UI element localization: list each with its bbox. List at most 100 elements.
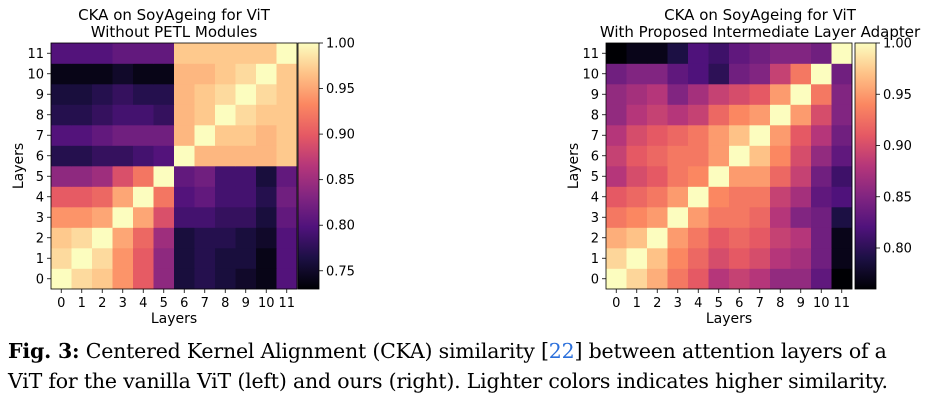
heatmap-cell [667, 84, 689, 105]
heatmap-cell [51, 63, 72, 85]
x-tick-label: 3 [674, 296, 682, 311]
heatmap-cell [133, 104, 154, 126]
heatmap-cell [92, 248, 113, 269]
heatmap-cell [71, 207, 93, 228]
heatmap-cell [770, 63, 791, 85]
heatmap-cell [51, 207, 72, 228]
plot-frame [50, 42, 298, 290]
heatmap-cell [174, 84, 195, 105]
heatmap-cell [606, 84, 627, 105]
heatmap-cell [688, 63, 709, 85]
heatmap-cell [71, 84, 93, 105]
heatmap-cell [647, 207, 668, 228]
heatmap-cell [215, 166, 236, 187]
heatmap-cell [811, 125, 832, 146]
heatmap-cell [235, 145, 257, 167]
heatmap-cell [51, 248, 72, 269]
heatmap-cell [235, 166, 257, 187]
heatmap-cell [770, 166, 791, 187]
heatmap-cell [770, 207, 791, 228]
heatmap-cell [606, 43, 627, 64]
heatmap-cell [811, 207, 832, 228]
heatmap-cell [276, 166, 298, 187]
heatmap-cell [831, 227, 853, 249]
x-tick-label: 4 [139, 296, 147, 311]
heatmap-cell [92, 125, 113, 146]
x-tick-label: 8 [221, 296, 229, 311]
heatmap-cell [112, 186, 134, 208]
caption-reference-link[interactable]: 22 [548, 339, 575, 363]
x-tick-label: 9 [242, 296, 250, 311]
y-tick-label: 1 [591, 252, 599, 267]
heatmap-cell [688, 268, 709, 290]
heatmap-cell [647, 186, 668, 208]
y-tick-label: 8 [591, 108, 599, 123]
heatmap-cell [790, 227, 812, 249]
heatmap-cell [133, 125, 154, 146]
heatmap-cell [92, 227, 113, 249]
chart-subtitle: With Proposed Intermediate Layer Adapter [600, 23, 921, 41]
x-tick-label: 2 [653, 296, 661, 311]
x-tick-label: 1 [78, 296, 86, 311]
y-tick-label: 8 [36, 108, 44, 123]
heatmap-cell [606, 125, 627, 146]
heatmap-cell [194, 207, 216, 228]
heatmap-cell [92, 63, 113, 85]
heatmap-cell [112, 248, 134, 269]
x-tick-label: 8 [776, 296, 784, 311]
chart-subtitle: Without PETL Modules [91, 23, 258, 41]
heatmap-cell [729, 186, 750, 208]
colorbar-tick-label: 0.80 [883, 242, 912, 257]
heatmap-cell [647, 104, 668, 126]
y-tick-label: 6 [36, 149, 44, 164]
heatmap-cell [647, 43, 668, 64]
heatmap-cell [153, 145, 175, 167]
heatmap-cell [831, 104, 853, 126]
heatmap-cell [749, 227, 771, 249]
heatmap-cell [215, 248, 236, 269]
caption-label: Fig. 3: [8, 339, 80, 363]
x-tick-label: 3 [119, 296, 127, 311]
heatmap-cell [112, 207, 134, 228]
heatmap-cell [194, 227, 216, 249]
heatmap-cell [194, 186, 216, 208]
heatmap-cell [276, 84, 298, 105]
heatmap-cell [215, 84, 236, 105]
heatmap-cell [112, 166, 134, 187]
heatmap-cell [790, 43, 812, 64]
x-tick-label: 5 [160, 296, 168, 311]
heatmap-cell [215, 43, 236, 64]
heatmap-cell [133, 207, 154, 228]
heatmap-cell [811, 63, 832, 85]
heatmap-cell [174, 227, 195, 249]
heatmap-cell [770, 186, 791, 208]
heatmap-cell [790, 63, 812, 85]
heatmap-cell [790, 104, 812, 126]
heatmap-cell [770, 248, 791, 269]
heatmap-cell [831, 63, 853, 85]
x-tick-label: 7 [756, 296, 764, 311]
heatmap-cell [215, 125, 236, 146]
heatmap-cell [153, 43, 175, 64]
y-tick-label: 7 [591, 129, 599, 144]
heatmap-cell [71, 227, 93, 249]
y-axis-label: Layers [566, 143, 582, 189]
heatmap-cell [133, 145, 154, 167]
heatmap-cell [133, 248, 154, 269]
x-axis-label: Layers [706, 311, 752, 327]
heatmap-cell [729, 43, 750, 64]
heatmap-cell [215, 186, 236, 208]
heatmap-cell [667, 186, 689, 208]
heatmap-cell [647, 227, 668, 249]
heatmap-cell [194, 84, 216, 105]
heatmap-cell [215, 268, 236, 290]
heatmap-cell [708, 248, 730, 269]
heatmap-cell [626, 166, 648, 187]
heatmap-cell [51, 84, 72, 105]
heatmap-cell [667, 125, 689, 146]
heatmap-cell [667, 63, 689, 85]
heatmap-cell [194, 248, 216, 269]
y-tick-label: 0 [591, 272, 599, 287]
heatmap-cell [92, 84, 113, 105]
